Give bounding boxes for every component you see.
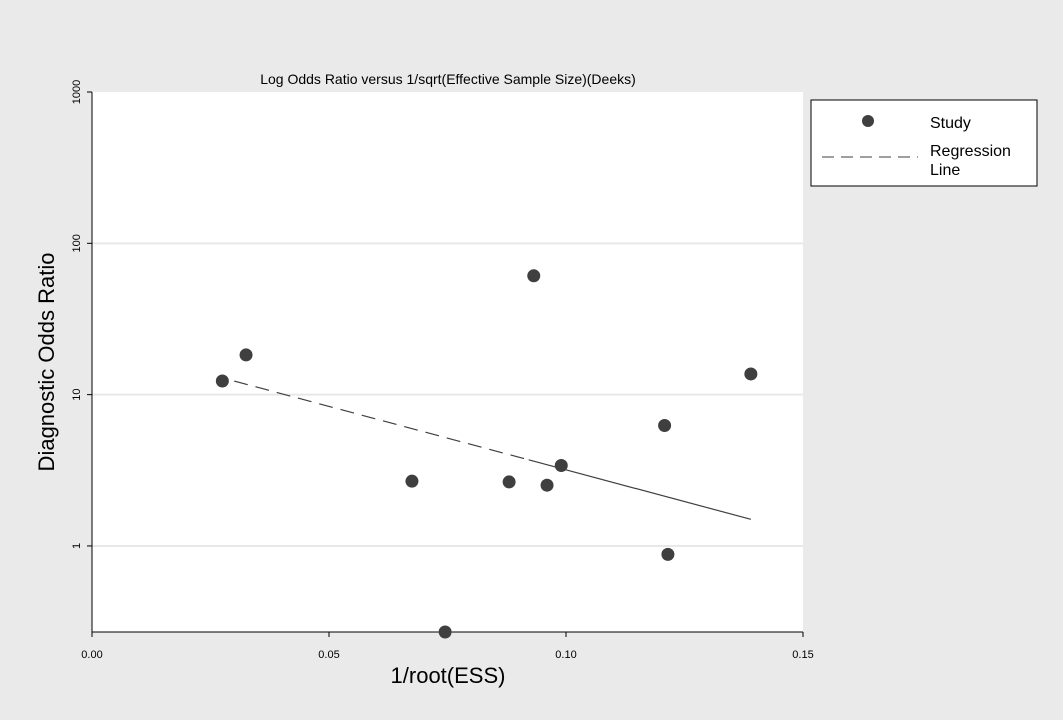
- legend-regression-label-line2: Line: [930, 162, 960, 179]
- plot-area: [92, 92, 803, 632]
- legend-regression-label-line1: Regression: [930, 143, 1011, 160]
- x-tick-label: 0.10: [555, 649, 576, 661]
- study-point: [527, 269, 541, 283]
- legend-study-label: Study: [930, 115, 971, 132]
- legend-study-marker: [862, 115, 874, 127]
- study-point: [405, 474, 419, 488]
- y-axis-label: Diagnostic Odds Ratio: [34, 253, 59, 472]
- study-point: [744, 367, 758, 381]
- regression-line-dashed: [234, 380, 529, 461]
- y-tick-label: 10: [71, 389, 83, 401]
- x-axis-ticks: 0.00 0.05 0.10 0.15: [81, 632, 814, 661]
- study-point: [502, 475, 516, 489]
- x-tick-label: 0.15: [792, 649, 813, 661]
- study-point: [554, 459, 568, 473]
- study-point: [438, 625, 452, 639]
- y-tick-label: 1: [71, 543, 83, 549]
- y-axis-ticks: 1 10 100 1000: [71, 80, 92, 549]
- study-point: [661, 547, 675, 561]
- study-point: [215, 374, 229, 388]
- study-point: [239, 348, 253, 362]
- legend: Study Regression Line: [810, 99, 1038, 187]
- study-point: [658, 419, 672, 433]
- legend-box: [810, 99, 1038, 187]
- study-point: [540, 478, 554, 492]
- y-tick-label: 100: [71, 234, 83, 252]
- x-tick-label: 0.05: [318, 649, 339, 661]
- chart-title: Log Odds Ratio versus 1/sqrt(Effective S…: [260, 71, 636, 87]
- legend-regression-label: Regression Line: [930, 143, 1015, 179]
- y-tick-label: 1000: [71, 80, 83, 104]
- x-axis-label: 1/root(ESS): [391, 663, 506, 688]
- study-points: [215, 269, 758, 639]
- grid-lines: [92, 242, 803, 547]
- x-tick-label: 0.00: [81, 649, 102, 661]
